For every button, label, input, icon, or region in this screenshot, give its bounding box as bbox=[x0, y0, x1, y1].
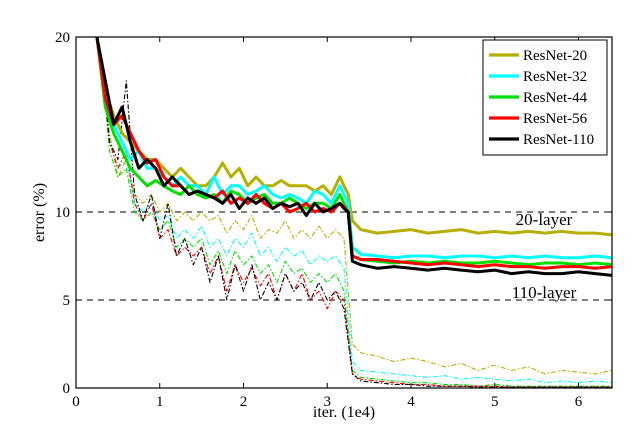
x-tick-label: 6 bbox=[575, 394, 583, 410]
y-tick-label: 20 bbox=[55, 30, 70, 46]
y-tick-label: 10 bbox=[55, 205, 70, 221]
series-test-0 bbox=[95, 36, 613, 237]
y-tick-label: 0 bbox=[63, 381, 71, 397]
y-axis-title: error (%) bbox=[31, 183, 48, 242]
series-train-7 bbox=[100, 54, 612, 387]
x-axis-title: iter. (1e4) bbox=[313, 404, 375, 421]
x-tick-label: 1 bbox=[156, 394, 164, 410]
y-tick-label: 5 bbox=[63, 293, 71, 309]
series-test-4 bbox=[95, 36, 613, 277]
legend-label: ResNet-110 bbox=[523, 132, 594, 148]
x-tick-label: 4 bbox=[407, 394, 415, 410]
annotation-20-layer: 20-layer bbox=[516, 210, 573, 229]
x-axis: 0 1 2 3 4 5 6 bbox=[72, 37, 583, 410]
x-tick-label: 3 bbox=[324, 394, 332, 410]
legend-label: ResNet-32 bbox=[523, 69, 587, 85]
annotation-110-layer: 110-layer bbox=[512, 283, 577, 302]
series-test-3 bbox=[95, 36, 613, 270]
legend-label: ResNet-56 bbox=[523, 111, 588, 127]
series-train-5 bbox=[100, 54, 613, 375]
x-tick-label: 2 bbox=[240, 394, 248, 410]
y-axis: 0 5 10 20 bbox=[55, 30, 612, 397]
x-tick-label: 5 bbox=[491, 394, 499, 410]
legend-label: ResNet-20 bbox=[523, 48, 587, 64]
series-layer bbox=[95, 36, 613, 388]
legend: ResNet-20 ResNet-32 ResNet-44 ResNet-56 ResN… bbox=[482, 39, 608, 156]
series-train-9 bbox=[100, 54, 612, 388]
legend-items: ResNet-20 ResNet-32 ResNet-44 ResNet-56 ResN… bbox=[489, 48, 594, 148]
x-tick-label: 0 bbox=[72, 394, 80, 410]
legend-label: ResNet-44 bbox=[523, 90, 588, 106]
